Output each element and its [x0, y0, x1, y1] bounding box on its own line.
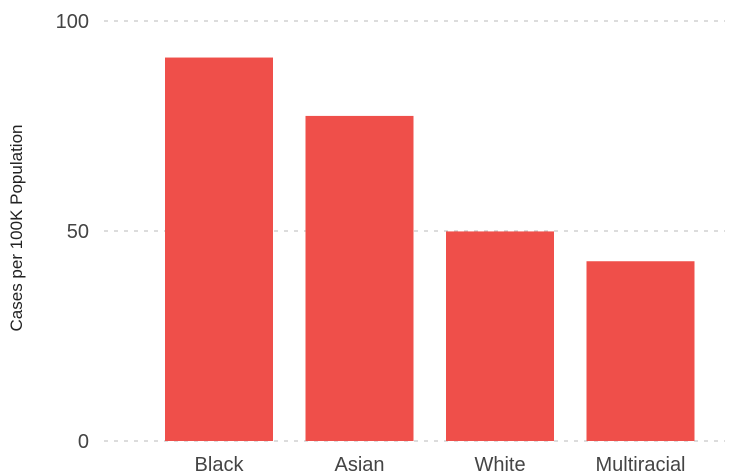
bars: [165, 57, 695, 442]
y-tick-label-100: 100: [56, 11, 89, 33]
bar-black: [165, 57, 273, 441]
y-tick-label-50: 50: [67, 221, 89, 243]
x-tick-label-white: White: [474, 454, 525, 476]
x-tick-label-black: Black: [195, 454, 245, 476]
bar-asian: [305, 115, 414, 442]
x-axis-ticks: Black Asian White Multiracial: [195, 454, 686, 476]
bar-white: [446, 231, 554, 441]
y-axis-title: Cases per 100K Population: [7, 125, 26, 332]
bar-multiracial: [586, 261, 695, 441]
y-axis-ticks: 0 50 100: [56, 11, 89, 453]
x-tick-label-multiracial: Multiracial: [595, 454, 685, 476]
x-tick-label-asian: Asian: [334, 454, 384, 476]
y-tick-label-0: 0: [78, 431, 89, 453]
